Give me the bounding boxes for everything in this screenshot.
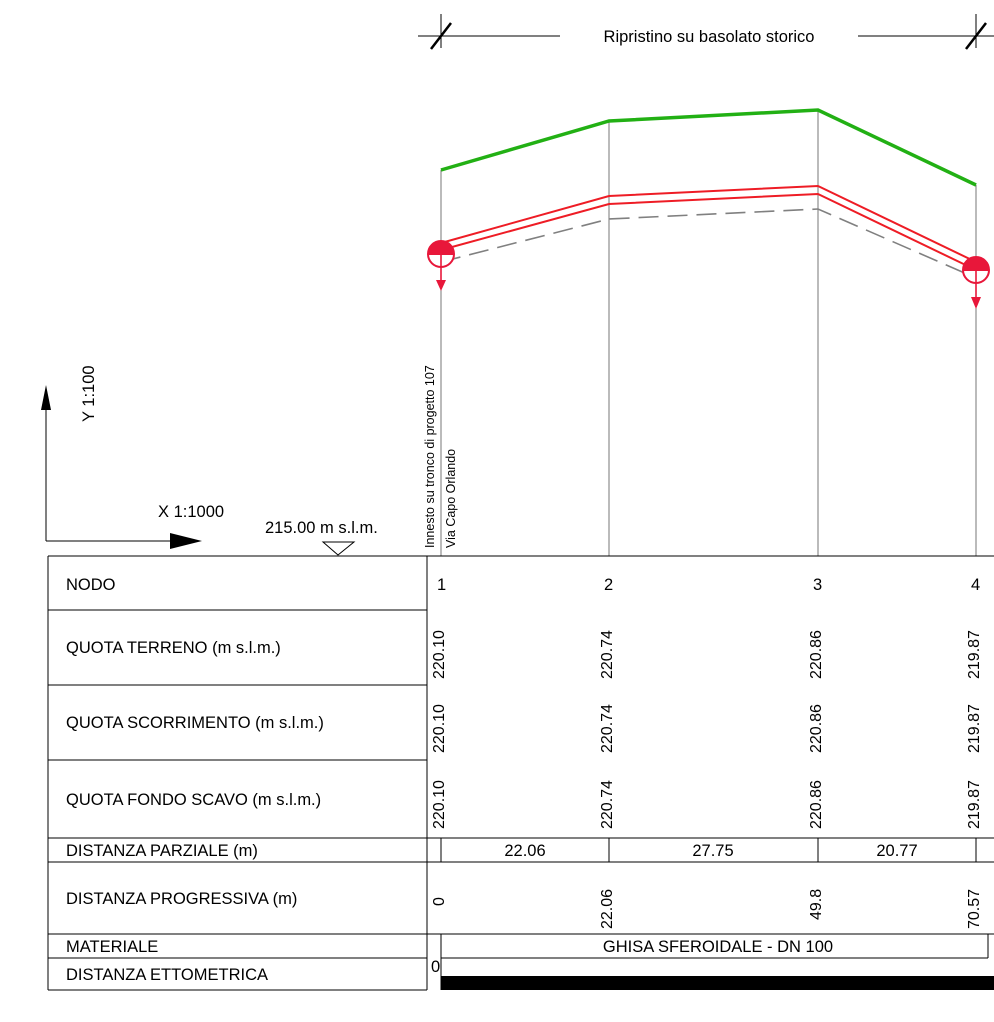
ettometric-bar [441,976,994,990]
quota-terreno-3: 220.86 [808,630,825,679]
row-label-distanza-ettometrica: DISTANZA ETTOMETRICA [66,966,268,984]
material-value: GHISA SFEROIDALE - DN 100 [603,938,833,956]
arrow-right-icon [170,533,202,549]
node-id-1: 1 [437,576,446,594]
y-scale-label: Y 1:100 [80,365,98,422]
progressive-distance-3: 49.8 [808,889,825,920]
row-label-quota-scorrimento: QUOTA SCORRIMENTO (m s.l.m.) [66,714,324,732]
header-dimension: Ripristino su basolato storico [418,14,994,50]
partial-distance-1-2: 22.06 [504,842,545,860]
row-label-distanza-progressiva: DISTANZA PROGRESSIVA (m) [66,890,297,908]
node-marker-4 [962,256,990,309]
progressive-distance-2: 22.06 [599,889,616,929]
quota-fondo-scavo-4: 219.87 [966,780,983,829]
tick-mark-left [430,22,452,50]
row-label-distanza-parziale: DISTANZA PARZIALE (m) [66,842,258,860]
ettometric-start: 0 [431,958,440,976]
scale-axes: Y 1:100 X 1:1000 215.00 m s.l.m. [41,365,378,556]
row-label-quota-fondo-scavo: QUOTA FONDO SCAVO (m s.l.m.) [66,791,321,809]
arrow-up-icon [41,385,51,410]
progressive-distance-1: 0 [431,897,448,906]
quota-fondo-scavo-2: 220.74 [599,780,616,829]
datum-label: 215.00 m s.l.m. [265,519,378,537]
annotation-line1: Innesto su tronco di progetto 107 [423,365,437,548]
terrain-line [440,108,977,187]
node-marker-1 [427,240,455,291]
node-id-2: 2 [604,576,613,594]
pipe-top-line [440,184,977,263]
partial-distance-3-4: 20.77 [876,842,917,860]
row-label-materiale: MATERIALE [66,938,158,956]
profile-table: NODO QUOTA TERRENO (m s.l.m.) QUOTA SCOR… [47,555,994,991]
row-label-nodo: NODO [66,576,116,594]
quota-fondo-scavo-1: 220.10 [431,780,448,829]
quota-terreno-4: 219.87 [966,630,983,679]
quota-scorrimento-3: 220.86 [808,704,825,753]
tick-mark-right [965,22,987,50]
node-id-4: 4 [971,576,980,594]
quota-scorrimento-2: 220.74 [599,704,616,753]
quota-fondo-scavo-3: 220.86 [808,780,825,829]
pipe-bottom-line [440,192,977,271]
node-id-3: 3 [813,576,822,594]
header-label: Ripristino su basolato storico [604,28,815,46]
annotation-line2: Via Capo Orlando [444,449,458,548]
datum-triangle-icon [321,541,356,556]
row-label-quota-terreno: QUOTA TERRENO (m s.l.m.) [66,639,281,657]
quota-scorrimento-1: 220.10 [431,704,448,753]
partial-distance-2-3: 27.75 [692,842,733,860]
excavation-bottom-line [440,208,977,279]
quota-terreno-1: 220.10 [431,630,448,679]
node-verticals [440,110,977,556]
quota-terreno-2: 220.74 [599,630,616,679]
x-scale-label: X 1:1000 [158,503,224,521]
progressive-distance-4: 70.57 [966,889,983,929]
quota-scorrimento-4: 219.87 [966,704,983,753]
